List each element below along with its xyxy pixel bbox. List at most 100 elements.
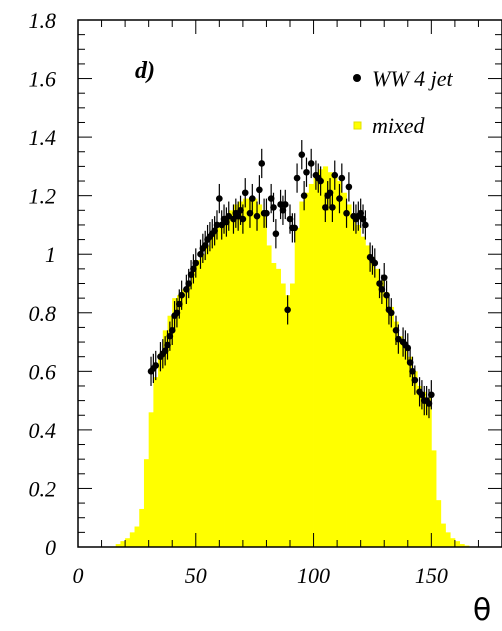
histogram-bar — [290, 283, 296, 547]
data-point — [326, 189, 334, 197]
data-point — [201, 242, 209, 249]
data-point — [322, 204, 329, 211]
x-tick-label: 100 — [297, 563, 330, 588]
histogram-bar — [233, 204, 239, 547]
histogram-bar — [436, 500, 442, 547]
y-tick-label: 0.6 — [29, 359, 57, 384]
histogram-bar — [186, 280, 192, 547]
data-point — [387, 309, 395, 317]
data-point — [409, 368, 416, 375]
data-point — [331, 171, 339, 179]
histogram-bar — [365, 245, 371, 547]
data-point — [175, 300, 183, 308]
data-point — [249, 195, 256, 202]
histogram-bar — [143, 459, 150, 547]
legend-points-label: WW 4 jet — [372, 66, 454, 91]
x-tick-label: 50 — [185, 563, 207, 588]
y-tick-label: 1.4 — [29, 125, 57, 150]
data-point — [246, 209, 254, 217]
data-point — [216, 195, 223, 202]
histogram-bar — [219, 222, 225, 547]
legend-mixed-marker — [353, 121, 362, 130]
histogram-bar — [191, 268, 197, 547]
data-point — [197, 250, 204, 258]
histogram-series — [115, 166, 470, 548]
data-point — [277, 201, 284, 208]
histogram-bar — [275, 268, 281, 547]
histogram-bar — [407, 356, 413, 547]
y-tick-label: 1 — [45, 242, 56, 267]
axis-ticks — [77, 19, 502, 548]
data-point — [234, 212, 242, 220]
histogram-bar — [440, 523, 446, 547]
data-point — [418, 391, 426, 399]
data-point — [253, 212, 261, 220]
histogram-bar — [200, 254, 206, 547]
histogram-bar — [280, 283, 286, 547]
data-point — [383, 291, 390, 299]
data-point — [256, 186, 263, 194]
data-point — [395, 335, 402, 343]
histogram-bar — [294, 227, 300, 547]
data-point — [192, 259, 200, 267]
histogram-bar — [421, 391, 428, 547]
data-point — [272, 230, 280, 238]
histogram-bar — [393, 321, 399, 547]
data-point — [336, 195, 343, 202]
data-point — [286, 215, 294, 223]
data-point — [303, 168, 310, 176]
data-point — [239, 215, 247, 223]
histogram-bar — [355, 224, 362, 547]
histogram-bar — [115, 544, 121, 547]
histogram-bar — [360, 236, 366, 547]
histogram-bar — [172, 298, 178, 547]
data-point — [241, 189, 249, 197]
y-tick-label: 1.6 — [29, 67, 57, 92]
data-point — [168, 327, 176, 334]
data-point — [164, 341, 171, 349]
data-point — [411, 376, 419, 384]
histogram-bar — [388, 306, 395, 547]
data-point — [152, 362, 160, 369]
data-point — [284, 306, 291, 314]
histogram-bar — [238, 201, 244, 547]
histogram-bar — [313, 175, 319, 548]
x-tick-labels: 0 50 100 150 — [73, 563, 448, 588]
histogram-bar — [247, 198, 253, 547]
histogram-bar — [129, 532, 135, 547]
data-point — [371, 259, 379, 267]
data-point — [404, 344, 412, 352]
histogram-bar — [337, 181, 343, 547]
histogram-bar — [403, 347, 409, 547]
data-point — [263, 209, 270, 217]
data-point — [362, 221, 369, 229]
histogram-bar — [257, 204, 263, 547]
data-point — [291, 224, 299, 232]
data-point — [380, 274, 388, 281]
data-point — [185, 280, 193, 287]
data-point — [166, 332, 174, 340]
histogram-bar — [351, 216, 357, 547]
data-point — [406, 359, 414, 366]
data-point — [376, 280, 383, 287]
y-tick-labels: 0 0.2 0.4 0.6 0.8 1 1.2 1.4 1.6 1.8 — [29, 8, 57, 560]
data-point — [392, 327, 400, 334]
data-point — [223, 218, 230, 226]
histogram-bar — [398, 336, 404, 547]
histogram-bar — [445, 532, 451, 547]
data-point — [378, 286, 386, 293]
data-point — [211, 227, 218, 235]
legend-mixed-label: mixed — [372, 113, 426, 138]
histogram-bar — [148, 412, 154, 547]
histogram-bar — [181, 289, 187, 547]
data-point — [329, 204, 336, 211]
panel-label: d) — [135, 58, 155, 84]
data-point — [218, 221, 225, 229]
histogram-bar — [209, 236, 216, 547]
data-point — [307, 160, 315, 167]
histogram-bar — [252, 198, 258, 547]
histogram-bar — [139, 508, 145, 547]
histogram-bar — [308, 183, 314, 547]
histogram-bar — [450, 538, 456, 547]
data-point — [357, 209, 364, 217]
